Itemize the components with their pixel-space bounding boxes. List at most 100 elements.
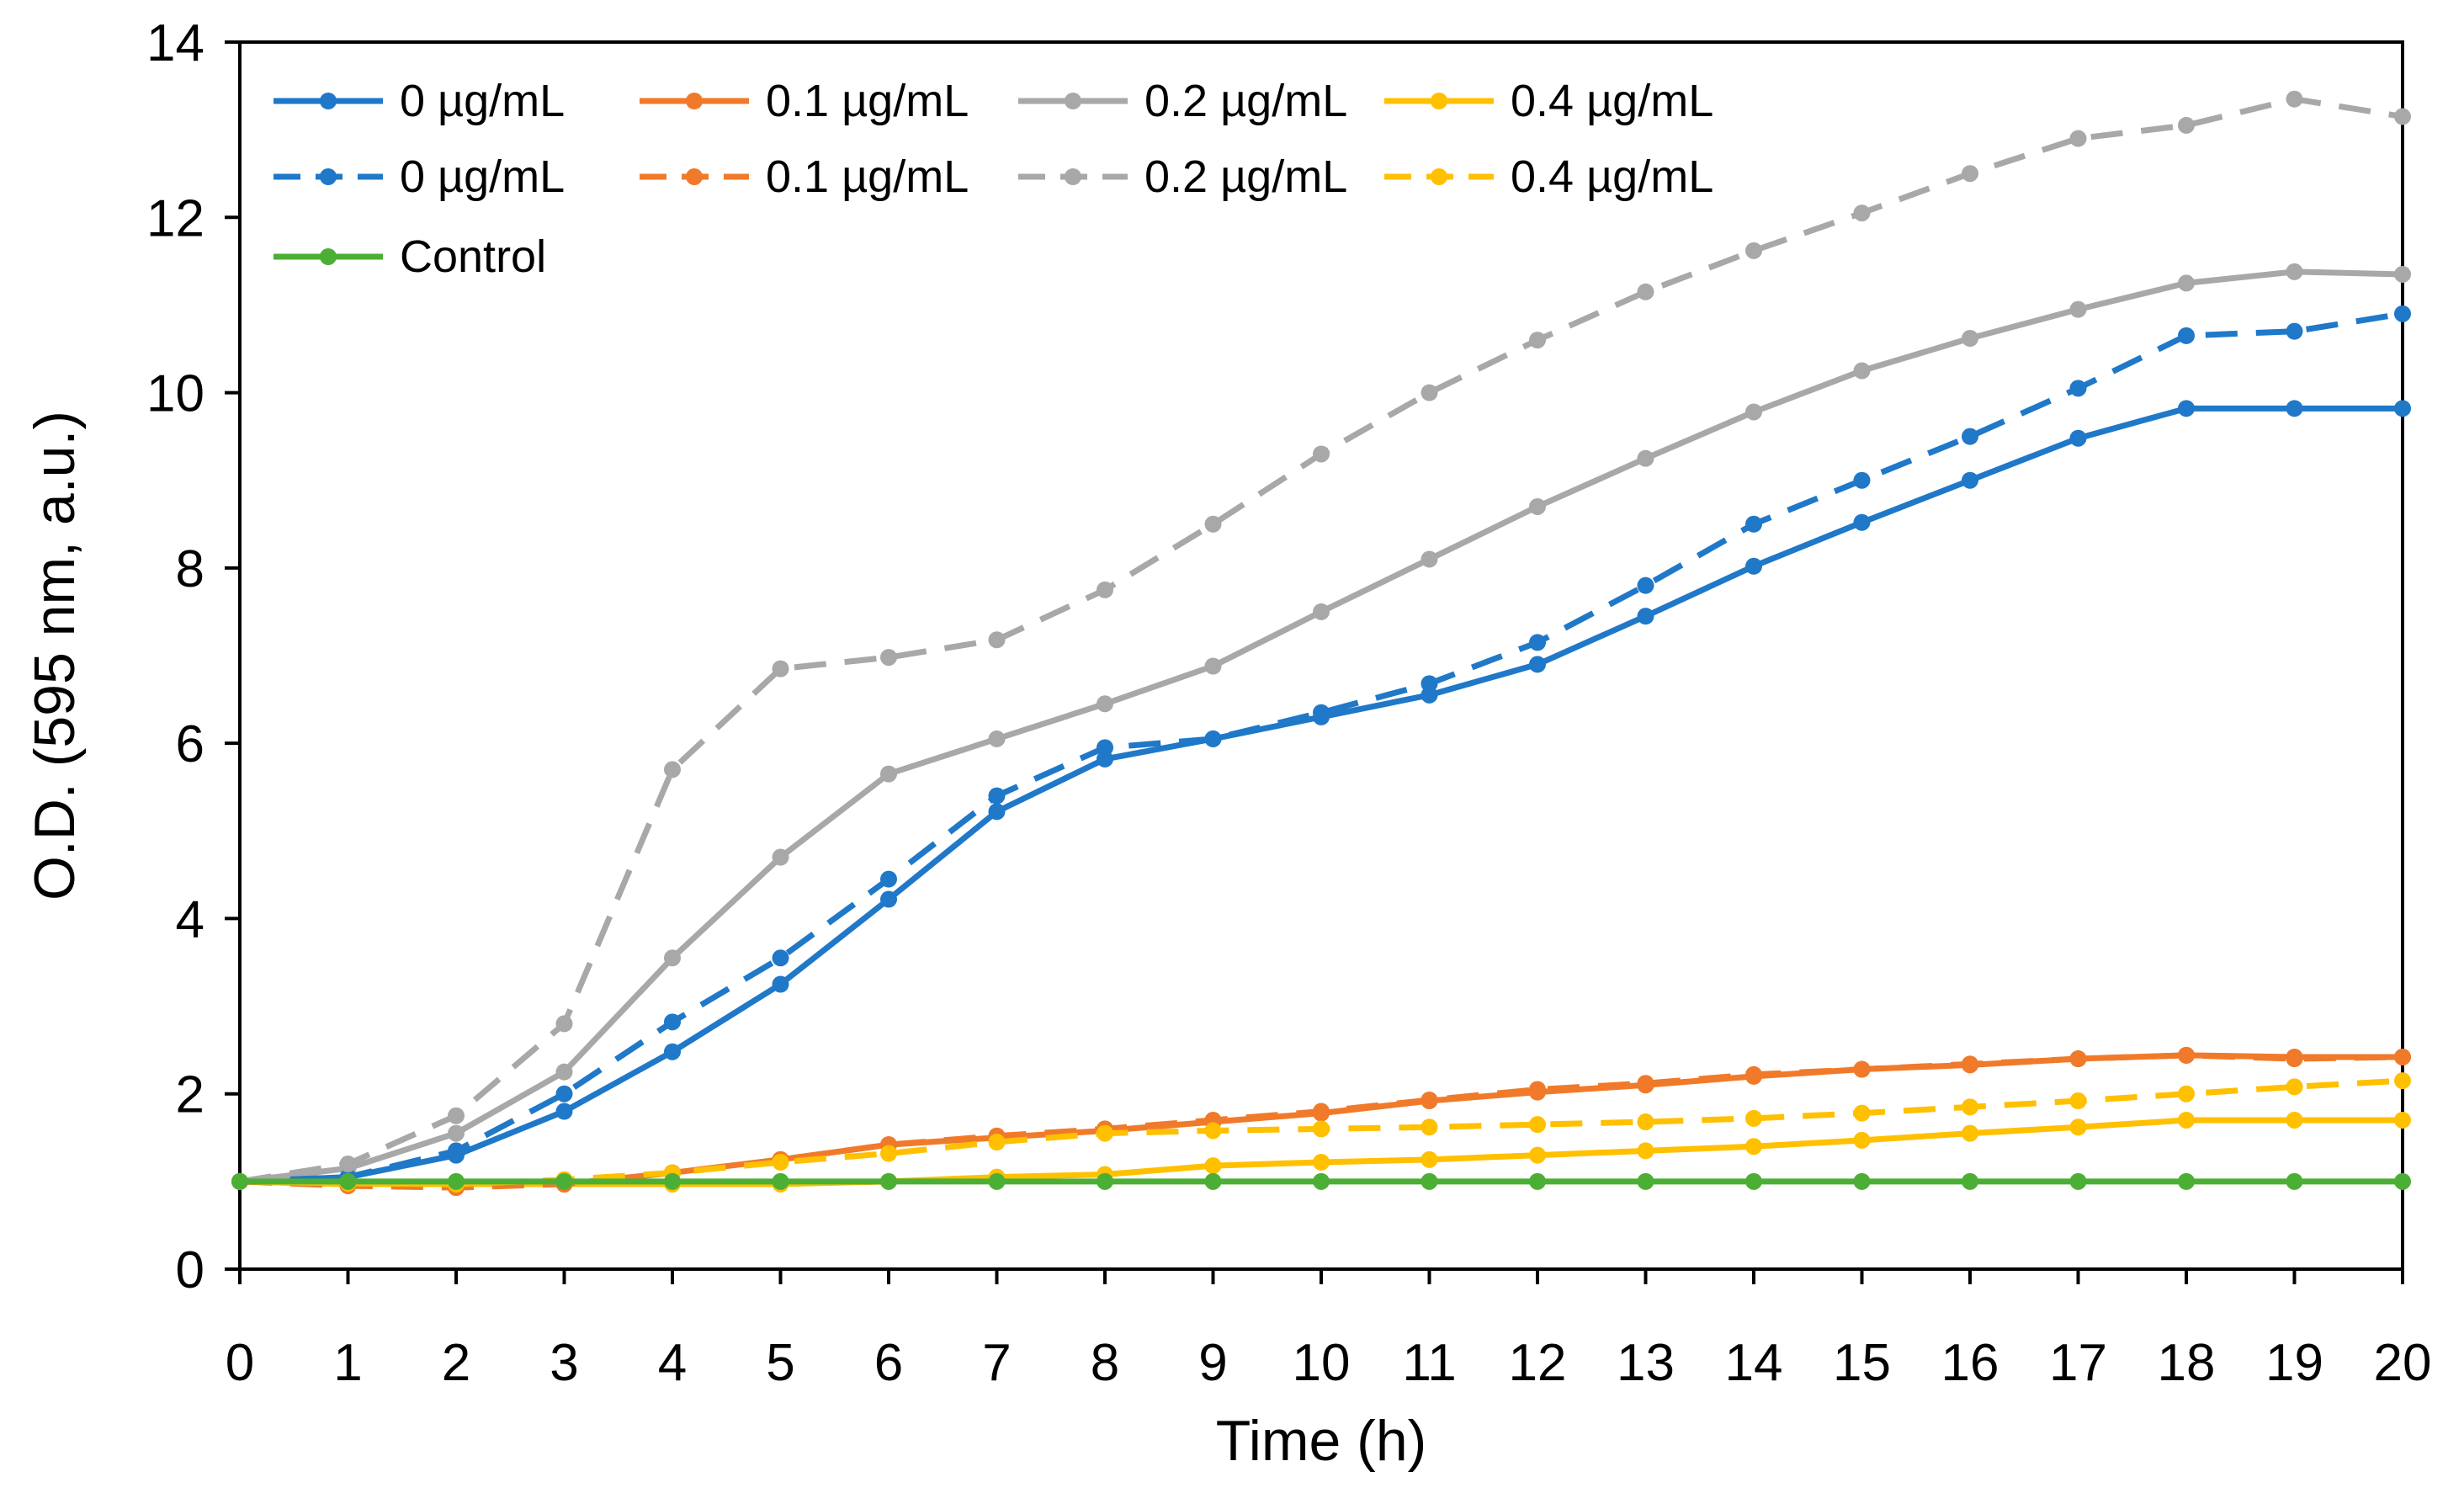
series-layer xyxy=(231,90,2411,1197)
data-point xyxy=(2394,1048,2411,1065)
data-point xyxy=(1853,1172,1871,1190)
data-point xyxy=(1637,1075,1654,1092)
data-point xyxy=(231,1172,248,1190)
data-point xyxy=(2286,90,2303,108)
data-point xyxy=(1313,704,1330,721)
data-point xyxy=(1097,695,1113,713)
data-point xyxy=(555,1102,573,1120)
data-point xyxy=(1637,608,1654,625)
x-tick-label: 4 xyxy=(658,1334,687,1392)
x-tick-label: 8 xyxy=(1091,1334,1119,1392)
data-point xyxy=(448,1107,465,1124)
y-tick-label: 12 xyxy=(146,189,204,247)
data-point xyxy=(772,660,789,677)
data-point xyxy=(2178,1172,2195,1190)
data-point xyxy=(2069,380,2087,397)
legend-marker xyxy=(320,93,337,109)
data-point xyxy=(448,1142,465,1160)
data-point xyxy=(1745,242,1762,259)
data-point xyxy=(1745,1109,1762,1127)
x-tick-label: 14 xyxy=(1725,1334,1783,1392)
data-point xyxy=(1853,205,1871,222)
data-point xyxy=(1529,656,1546,673)
data-point xyxy=(1421,384,1438,401)
data-point xyxy=(1853,513,1871,531)
data-point xyxy=(2286,1078,2303,1096)
legend-marker xyxy=(1065,168,1081,185)
data-point xyxy=(880,649,897,667)
legend-label: 0.2 µg/mL xyxy=(1144,151,1347,202)
data-point xyxy=(1962,471,1978,489)
data-point xyxy=(339,1172,357,1190)
data-point xyxy=(772,848,789,866)
data-point xyxy=(1204,1122,1222,1140)
data-point xyxy=(1637,576,1654,594)
data-point xyxy=(2394,400,2411,417)
legend-item: 0.2 µg/mL xyxy=(1018,76,1347,126)
plot-frame xyxy=(238,40,2404,1271)
data-point xyxy=(1529,497,1546,515)
data-point xyxy=(988,1172,1006,1190)
data-point xyxy=(664,1013,681,1031)
data-point xyxy=(1853,1104,1871,1122)
x-tick-label: 5 xyxy=(766,1334,794,1392)
data-point xyxy=(1421,1092,1438,1109)
data-point xyxy=(1637,449,1654,467)
x-tick-label: 13 xyxy=(1617,1334,1675,1392)
data-point xyxy=(1313,1153,1330,1171)
legend-item: 0 µg/mL xyxy=(273,76,565,126)
legend-item: 0.2 µg/mL xyxy=(1018,151,1347,202)
data-point xyxy=(1204,515,1222,533)
data-point xyxy=(1097,1172,1113,1190)
data-point xyxy=(988,787,1006,805)
data-point xyxy=(988,631,1006,649)
data-point xyxy=(2069,1092,2087,1110)
data-point xyxy=(2286,263,2303,280)
data-point xyxy=(988,1133,1006,1150)
series-8-solid xyxy=(231,1172,2411,1190)
legend-label: 0 µg/mL xyxy=(400,76,565,126)
x-axis-title: Time (h) xyxy=(1216,1409,1427,1473)
x-tick-label: 19 xyxy=(2265,1334,2323,1392)
data-point xyxy=(1853,1131,1871,1149)
x-tick-label: 11 xyxy=(1402,1334,1456,1392)
data-point xyxy=(2394,108,2411,125)
data-point xyxy=(880,870,897,888)
data-point xyxy=(1745,1138,1762,1156)
data-point xyxy=(2178,1046,2195,1064)
x-tick-label: 7 xyxy=(982,1334,1011,1392)
data-point xyxy=(1421,1118,1438,1136)
legend-label: 0.4 µg/mL xyxy=(1511,76,1713,126)
data-point xyxy=(664,949,681,967)
data-point xyxy=(1529,634,1546,651)
chart-legend: 0 µg/mL 0.1 µg/mL 0.2 µg/mL 0.4 µg/mL 0 µg/m… xyxy=(273,76,1713,282)
data-point xyxy=(1745,403,1762,421)
data-point xyxy=(1529,332,1546,349)
legend-item: 0.4 µg/mL xyxy=(1384,151,1713,202)
data-point xyxy=(880,890,897,908)
data-point xyxy=(1745,557,1762,575)
legend-marker xyxy=(686,93,703,109)
data-point xyxy=(1421,1172,1438,1190)
data-point xyxy=(2178,1111,2195,1129)
data-point xyxy=(2394,265,2411,283)
data-point xyxy=(880,1172,897,1190)
data-point xyxy=(448,1172,465,1190)
series-6-dashed xyxy=(231,90,2411,1190)
data-point xyxy=(880,1145,897,1162)
data-point xyxy=(2178,116,2195,134)
data-point xyxy=(1637,1172,1654,1190)
series-4-dashed xyxy=(231,305,2411,1190)
legend-item: 0.4 µg/mL xyxy=(1384,76,1713,126)
y-tick-label: 2 xyxy=(176,1066,204,1124)
legend-item: 0 µg/mL xyxy=(273,151,565,202)
series-line xyxy=(239,311,2403,1185)
data-point xyxy=(1421,1150,1438,1168)
data-point xyxy=(1637,1142,1654,1160)
data-point xyxy=(2286,400,2303,417)
data-point xyxy=(988,730,1006,747)
data-point xyxy=(1421,550,1438,568)
data-point xyxy=(772,1153,789,1171)
legend-marker xyxy=(1065,93,1081,109)
